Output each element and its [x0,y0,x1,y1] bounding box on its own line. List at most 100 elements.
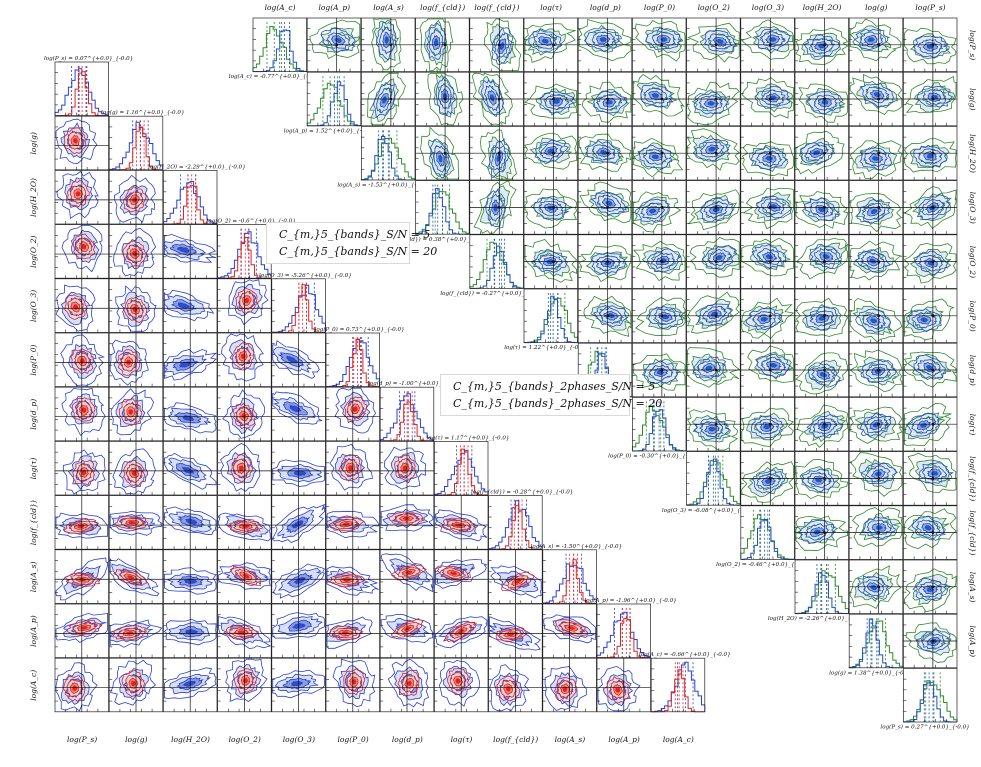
ur-panel-3-13-truth-point [931,151,935,155]
ur-xlabel-12: log(g) [865,3,887,12]
ll-panel-8-7-contour-blue-level-1 [384,446,427,490]
ll-panel-7-7-hist-blue-bars [379,393,435,441]
ur-panel-5-12-contour-navy-level-1 [855,249,891,273]
ur-panel-7-11-frame [794,342,849,398]
ll-panel-9-8-ticks [434,506,478,550]
ur-ylabel-12: log(A_p) [968,626,977,658]
ur-panel-5-7-contour-navy-level-1 [591,252,627,275]
ur-panel-7-10-contour-green-level-1 [747,345,794,383]
ll-panel-7-6-contour-red-level-1 [343,396,368,423]
ur-panel-5-13-ticks [903,245,947,289]
ur-panel-5-12-contour-green-level-1 [849,240,902,281]
ll-panel-2-2-ticks [109,126,153,170]
ur-panel-4-12-ticks [849,191,893,235]
ll-panel-10-8-contour-blue-level-1 [434,559,488,589]
ur-panel-2-11-contour-green-level-1 [798,83,848,123]
ur-panel-4-6-frame [523,180,578,235]
ur-panel-2-11-ticks [795,82,839,126]
ur-panel-10-12-contour-navy-level-4 [876,525,883,531]
ur-panel-4-4-frame [415,180,470,235]
ll-panel-12-1-ticks [55,668,99,712]
ur-panel-1-7-contour-navy [585,27,622,52]
ll-panel-4-4-ticks [217,235,261,279]
ll-panel-4-3-frame [163,224,218,279]
ll-panel-5-1-frame [54,278,109,333]
ur-panel-1-10-contour-green-level-1 [741,19,794,60]
ll-panel-3-1-ticks [55,180,99,224]
ur-panel-5-11-frame [794,234,849,289]
ur-panel-3-8-frame [632,126,687,181]
ur-panel-4-10-frame [740,180,795,235]
ur-panel-6-12-frame [848,288,904,343]
ur-panel-3-10-truth-point [768,151,772,155]
ur-panel-10-13-contour-navy-level-1 [911,515,947,541]
ll-panel-12-12-ticks [651,668,695,712]
ur-panel-1-2-contour-green-level-1 [309,19,361,60]
ur-panel-1-9-truth-point [714,43,718,47]
ur-panel-6-13-contour-navy-level-4 [920,317,928,323]
ur-panel-5-5-frame [469,234,524,289]
ur-panel-5-11-contour-green-level-1 [795,237,848,280]
ll-panel-5-2-contour-red-level-4 [132,306,138,313]
ur-panel-2-12-contour-navy-level-1 [860,82,894,108]
ur-panel-3-4-truth-point [443,151,447,155]
ll-ylabel-9: log(f_{cld}) [29,500,38,545]
legend-left: C_{m,}5_{bands}_S/N = 5 C_{m,}5_{bands}_… [266,222,437,264]
ll-title-2: log(g) = 1.16^{+0.0}_{-0.0} [101,109,184,116]
ll-panel-4-2-contour-blue-level-1 [113,227,157,277]
ll-panel-12-7-contour-red-level-1 [397,670,420,697]
ur-panel-4-5-contour-navy-level-1 [485,188,507,228]
ur-panel-6-11-contour-navy [805,306,839,331]
ur-panel-5-5-hist-navy [469,238,524,289]
ur-panel-6-6-hist-navy [524,293,578,344]
ur-xlabel-1: log(A_c) [265,3,296,12]
ll-panel-12-7-contour-blue-level-1 [387,658,429,708]
ll-panel-5-2-frame [108,278,164,333]
ur-panel-3-9-frame [686,126,741,181]
ll-panel-4-3-contour-blue-level-4 [177,246,191,253]
ur-panel-11-11-hist-navy [795,564,849,615]
ur-panel-2-12-truth-point [877,97,881,101]
ur-panel-4-11-contour-navy-level-1 [803,197,840,222]
ll-panel-6-5-contour-blue-level-1 [272,340,320,379]
ll-panel-2-1-contour-red-level-1 [63,127,87,155]
ll-panel-6-2-ticks [109,343,153,387]
ur-panel-8-10-frame [740,397,795,452]
ur-panel-7-8-contour-navy-level-1 [641,360,679,385]
ur-panel-6-7-ticks [578,299,622,343]
ll-panel-12-5-ticks [271,668,315,712]
ll-panel-12-8-frame [434,657,489,713]
ur-panel-3-12-contour-navy-level-4 [872,156,880,161]
ur-panel-6-11-truth-point [823,314,826,318]
ll-panel-6-4-contour-red-level-1 [232,341,255,370]
ur-panel-9-9-frame [686,451,741,506]
ll-panel-10-1-contour-red-level-1 [64,572,101,588]
ur-panel-1-3-frame [361,17,416,72]
ur-panel-1-5-truth-point [497,43,501,47]
legend-left-entry-2: C_{m,}5_{bands}_S/N = 20 [273,243,437,260]
ll-panel-11-10-frame [542,603,597,658]
ur-panel-11-13-frame [903,559,958,614]
ur-panel-2-7-truth-point [606,97,610,101]
ur-panel-3-4-frame [415,126,470,181]
ll-panel-11-6-contour-red [329,625,364,641]
ll-panel-11-6-frame [325,603,380,658]
ur-panel-1-5-contour-navy [491,27,514,66]
ur-panel-6-6-hist-navy-bars [524,295,578,344]
ur-panel-6-11-ticks [795,299,839,343]
ur-panel-5-13-frame [903,234,958,289]
ur-panel-3-11-truth-point [823,151,826,155]
ur-panel-3-9-contour-green-level-1 [686,128,740,171]
ur-panel-5-8-contour-green-level-1 [633,240,686,282]
ur-panel-4-11-frame [794,180,849,235]
ur-panel-7-8-contour-green-level-1 [632,353,686,391]
ur-panel-1-5-frame [469,17,524,72]
ur-panel-4-12-frame [848,180,904,235]
ur-panel-4-10-ticks [740,191,784,235]
ur-ylabel-1: log(P_s) [968,30,977,60]
ur-panel-3-5-contour-green-level-1 [480,129,518,180]
ur-panel-1-10-frame [740,17,795,72]
ur-panel-1-2-frame [306,17,362,72]
ll-panel-9-9-frame [488,495,543,550]
ur-panel-3-4-contour-navy-level-4 [438,154,443,163]
